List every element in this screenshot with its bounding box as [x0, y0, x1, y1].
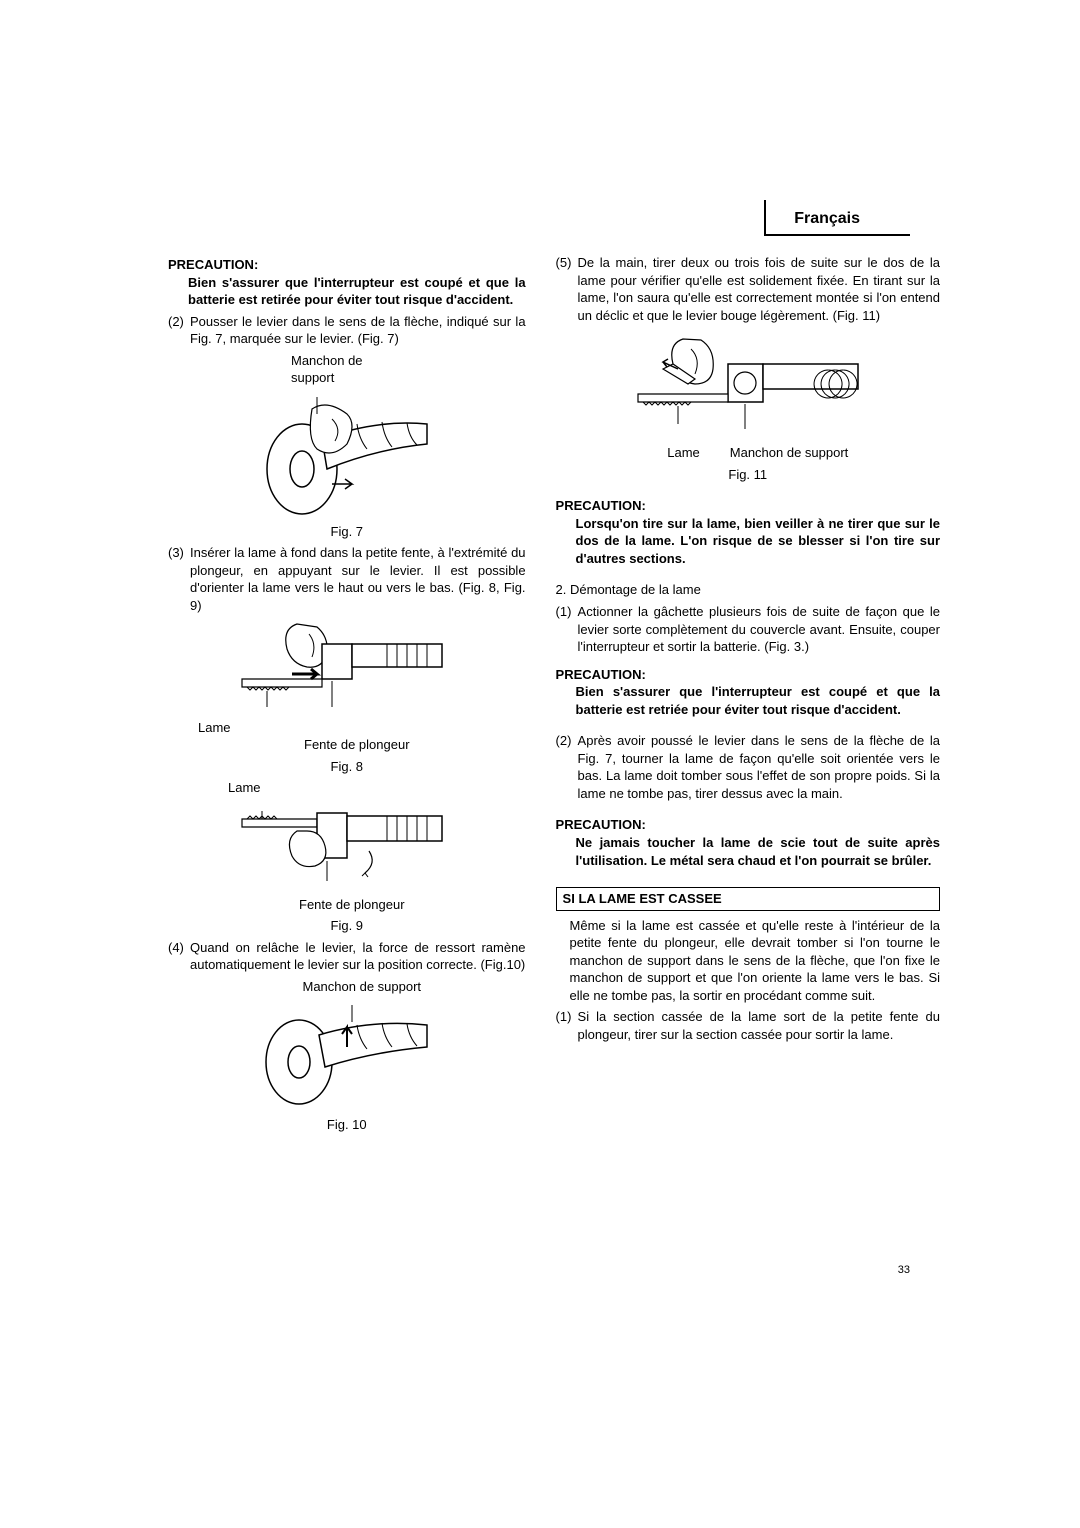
- precaution-3-body: Bien s'assurer que l'interrupteur est co…: [556, 683, 940, 718]
- right-item-2-1: (1) Actionner la gâchette plusieurs fois…: [556, 603, 940, 656]
- fig10-label: Fig. 10: [327, 1116, 367, 1134]
- fig7-caption: Manchon de support: [291, 352, 363, 387]
- fig8-fente-caption: Fente de plongeur: [304, 736, 410, 754]
- fig10-caption: Manchon de support: [303, 978, 422, 996]
- right-item-5: (5) De la main, tirer deux ou trois fois…: [556, 254, 940, 324]
- left-item-2: (2) Pousser le levier dans le sens de la…: [168, 313, 526, 348]
- section-2-title: 2. Démontage de la lame: [556, 581, 940, 599]
- broken-blade-section-title: SI LA LAME EST CASSEE: [556, 887, 940, 911]
- right-column: (5) De la main, tirer deux ou trois fois…: [556, 250, 940, 1134]
- figure-7: Manchon de support Fig. 7: [168, 352, 526, 541]
- fig11-label: Fig. 11: [728, 466, 767, 484]
- fig8-lame-caption: Lame: [198, 719, 231, 737]
- broken-item-1: (1) Si la section cassée de la lame sort…: [556, 1008, 940, 1043]
- precaution-4-title: PRECAUTION:: [556, 816, 940, 834]
- left-item-3: (3) Insérer la lame à fond dans la petit…: [168, 544, 526, 614]
- fig7-label: Fig. 7: [331, 523, 364, 541]
- fig9-lame-caption: Lame: [228, 779, 526, 797]
- precaution-1-body: Bien s'assurer que l'interrupteur est co…: [168, 274, 526, 309]
- right-item-2-2: (2) Après avoir poussé le levier dans le…: [556, 732, 940, 802]
- figure-9: Fente de plongeur Fig. 9: [168, 801, 526, 935]
- figure-11: Lame Manchon de support Fig. 11: [556, 334, 940, 483]
- broken-p1: Même si la lame est cassée et qu'elle re…: [556, 917, 940, 1005]
- figure-8: Lame Fente de plongeur Fig. 8: [168, 619, 526, 776]
- fig7-svg: [257, 389, 437, 519]
- fig8-svg: [237, 619, 457, 719]
- precaution-3-title: PRECAUTION:: [556, 666, 940, 684]
- fig11-lame-caption: Lame: [667, 444, 700, 462]
- precaution-2-title: PRECAUTION:: [556, 497, 940, 515]
- left-item-4: (4) Quand on relâche le levier, la force…: [168, 939, 526, 974]
- fig10-svg: [257, 997, 437, 1112]
- page-number: 33: [898, 1263, 910, 1278]
- language-header: Français: [764, 200, 910, 236]
- left-column: PRECAUTION: Bien s'assurer que l'interru…: [140, 250, 526, 1134]
- precaution-1-title: PRECAUTION:: [168, 256, 526, 274]
- fig9-fente-caption: Fente de plongeur: [299, 896, 405, 914]
- figure-10: Manchon de support Fig. 10: [168, 978, 526, 1134]
- fig11-manchon-caption: Manchon de support: [730, 444, 849, 462]
- fig9-svg: [237, 801, 457, 896]
- fig9-label: Fig. 9: [331, 917, 364, 935]
- fig8-label: Fig. 8: [331, 758, 364, 776]
- precaution-4-body: Ne jamais toucher la lame de scie tout d…: [556, 834, 940, 869]
- fig11-svg: [633, 334, 863, 444]
- precaution-2-body: Lorsqu'on tire sur la lame, bien veiller…: [556, 515, 940, 568]
